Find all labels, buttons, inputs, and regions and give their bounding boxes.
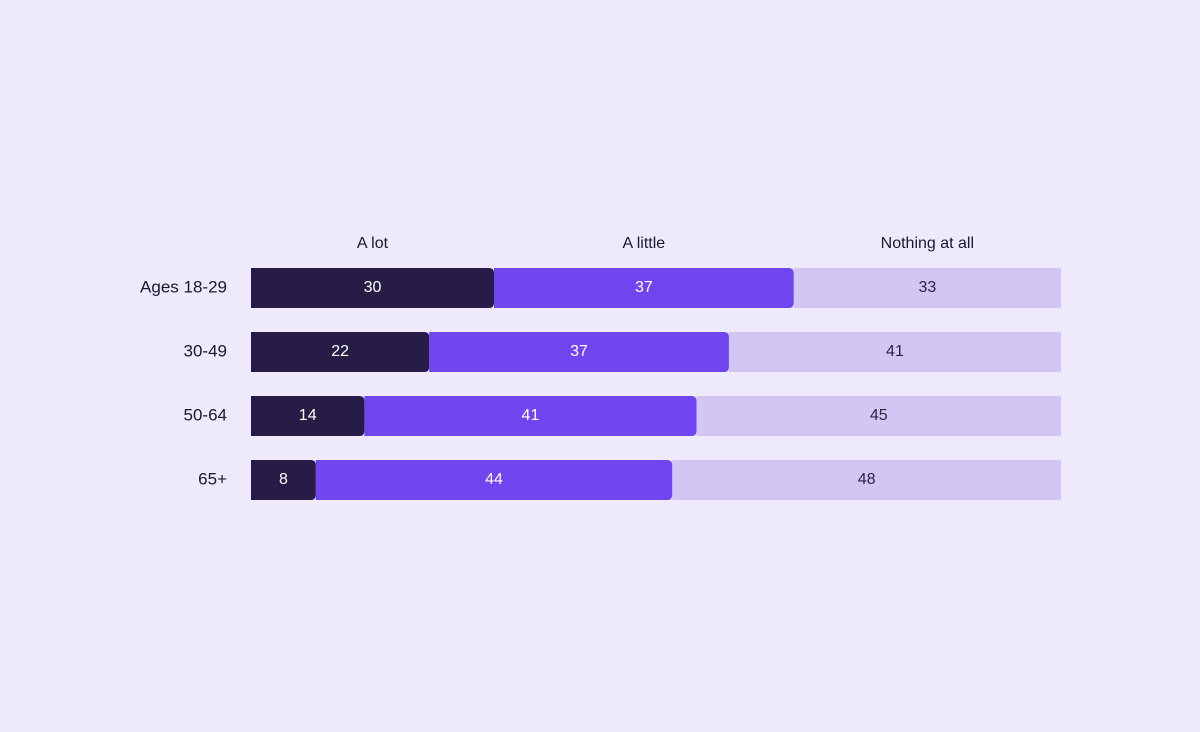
data-label: 45 — [870, 407, 888, 424]
bar-segment-nothing-at-all — [728, 332, 1061, 372]
data-label: 44 — [485, 471, 503, 488]
bar-segment-a-little — [429, 332, 729, 372]
category-label: 65+ — [198, 469, 227, 488]
data-label: 8 — [279, 471, 288, 488]
bar-segment-a-lot — [251, 460, 316, 500]
data-label: 41 — [522, 407, 540, 424]
category-label: Ages 18-29 — [140, 277, 227, 296]
data-label: 37 — [570, 343, 588, 360]
bar-segment-nothing-at-all — [672, 460, 1061, 500]
data-label: 41 — [886, 343, 904, 360]
bar-segment-a-little — [315, 460, 673, 500]
bar-segment-nothing-at-all — [793, 268, 1061, 308]
legend-label-nothing-at-all: Nothing at all — [881, 235, 974, 252]
bar-segment-a-lot — [251, 396, 365, 436]
data-label: 33 — [918, 279, 936, 296]
bar-segment-a-little — [364, 396, 697, 436]
category-label: 50-64 — [184, 405, 227, 424]
bar-segment-a-lot — [251, 268, 494, 308]
bar-segment-a-little — [494, 268, 794, 308]
bar-segment-a-lot — [251, 332, 430, 372]
category-label: 30-49 — [184, 341, 227, 360]
data-label: 14 — [299, 407, 317, 424]
legend-label-a-lot: A lot — [357, 235, 389, 252]
data-label: 37 — [635, 279, 653, 296]
bar-segment-nothing-at-all — [696, 396, 1061, 436]
data-label: 30 — [364, 279, 382, 296]
legend-label-a-little: A little — [623, 235, 666, 252]
data-label: 22 — [331, 343, 349, 360]
data-label: 48 — [858, 471, 876, 488]
